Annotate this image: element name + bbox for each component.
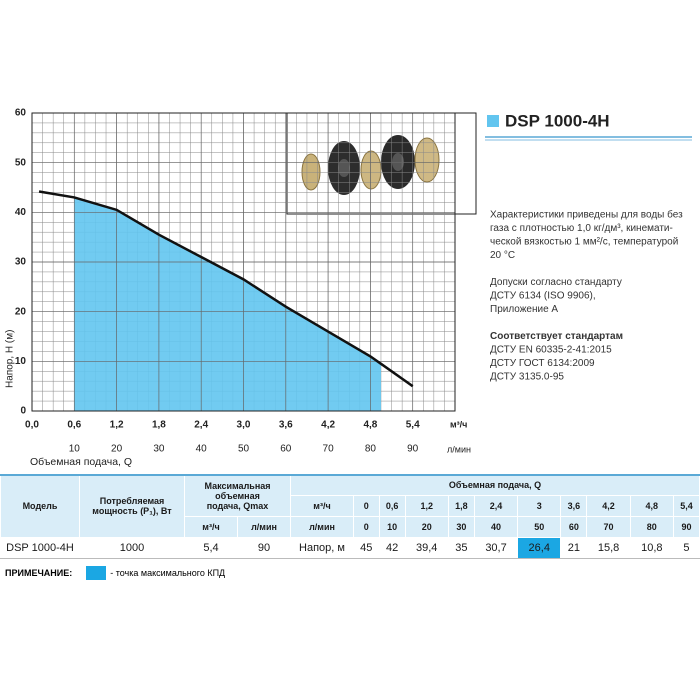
header-cell: 0 bbox=[353, 494, 380, 517]
x2-tick-label: 90 bbox=[407, 444, 419, 455]
cell: 26,4 bbox=[517, 536, 562, 559]
header-cell: 4,8 bbox=[629, 494, 674, 517]
header-cell: 5,4 bbox=[672, 494, 700, 517]
header-cell: 3,6 bbox=[560, 494, 588, 517]
x-tick-label: 1,8 bbox=[152, 420, 166, 431]
x2-tick-label: 40 bbox=[196, 444, 208, 455]
y-tick-label: 10 bbox=[15, 356, 27, 367]
cell: 42 bbox=[378, 536, 406, 559]
y-axis-label: Напор, Н (м) bbox=[5, 330, 16, 388]
x2-tick-label: 80 bbox=[365, 444, 377, 455]
cell: 39,4 bbox=[404, 536, 449, 559]
note-line: ДСТУ ГОСТ 6134:2009 bbox=[490, 358, 595, 369]
plot-frame bbox=[31, 112, 456, 412]
cell: 10,8 bbox=[629, 536, 674, 559]
header-cell: 60 bbox=[560, 515, 588, 538]
header-cell: 20 bbox=[404, 515, 449, 538]
x2-tick-label: 60 bbox=[280, 444, 292, 455]
y-tick-label: 20 bbox=[15, 306, 27, 317]
y-tick-label: 0 bbox=[20, 406, 26, 417]
note-line: Соответствует стандартам bbox=[490, 331, 623, 342]
footnote: ПРИМЕЧАНИЕ: - точка максимального КПД bbox=[5, 566, 225, 580]
x2-tick-label: 10 bbox=[69, 444, 81, 455]
note-line: Характеристики приведены для воды без bbox=[490, 209, 683, 221]
footnote-label: ПРИМЕЧАНИЕ: bbox=[5, 568, 73, 578]
header-cell: 3 bbox=[517, 494, 562, 517]
cell: 21 bbox=[560, 536, 588, 559]
header-cell: 2,4 bbox=[473, 494, 519, 517]
note-line: 20 °C bbox=[490, 250, 515, 261]
header-cell: Объемная подача, Q bbox=[290, 474, 700, 496]
header-cell: Потребляемая мощность (P₁), Вт bbox=[79, 474, 185, 538]
note-line: ДСТУ 3135.0-95 bbox=[490, 372, 564, 383]
x-tick-label: 4,8 bbox=[363, 420, 377, 431]
x-tick-label: 4,2 bbox=[321, 420, 335, 431]
efficiency-zone bbox=[74, 197, 381, 411]
photo bbox=[286, 112, 477, 215]
cell: 30,7 bbox=[473, 536, 519, 559]
note-line: газа с плотностью 1,0 кг/дм³, кинемати- bbox=[490, 223, 673, 234]
header-cell: 1,2 bbox=[404, 494, 449, 517]
x2-tick-label: 50 bbox=[238, 444, 250, 455]
y-tick-label: 40 bbox=[15, 207, 27, 218]
header-cell: 0 bbox=[353, 515, 380, 538]
header-cell: 1,8 bbox=[447, 494, 475, 517]
x-unit: м³/ч bbox=[450, 419, 467, 429]
x-tick-label: 1,2 bbox=[110, 420, 124, 431]
header-cell: Максимальная объемная подача, Qmax bbox=[184, 474, 291, 517]
cell: 1000 bbox=[79, 536, 185, 559]
header-cell: 40 bbox=[473, 515, 519, 538]
cell: 90 bbox=[237, 536, 291, 559]
chart: DSP 1000-4H Напор, Н (м) м³/ч л/мин Объе… bbox=[5, 108, 692, 468]
cell: DSP 1000-4H bbox=[0, 536, 80, 559]
product-title: DSP 1000-4H bbox=[505, 111, 610, 130]
cell: 15,8 bbox=[586, 536, 631, 559]
header-cell: 10 bbox=[378, 515, 406, 538]
x2-tick-label: 20 bbox=[111, 444, 123, 455]
note-line: ческой вязкостью 1 мм²/с, температурой bbox=[490, 237, 678, 248]
header-cell: 70 bbox=[586, 515, 631, 538]
note-line: ДСТУ 6134 (ISO 9906), bbox=[490, 291, 596, 302]
header-cell: м³/ч bbox=[184, 515, 238, 538]
header-cell: м³/ч bbox=[290, 494, 354, 517]
x-tick-label: 0,0 bbox=[25, 420, 39, 431]
cell: 35 bbox=[447, 536, 475, 559]
head-curve bbox=[38, 190, 414, 388]
y-tick-label: 30 bbox=[15, 257, 27, 268]
product-marker bbox=[487, 115, 499, 127]
header-cell: 90 bbox=[672, 515, 700, 538]
note-line: Приложение А bbox=[490, 304, 558, 315]
header-cell: Модель bbox=[0, 474, 80, 538]
x2-tick-label: 70 bbox=[323, 444, 335, 455]
x-tick-label: 0,6 bbox=[67, 420, 81, 431]
cell: 45 bbox=[353, 536, 380, 559]
x-tick-label: 3,0 bbox=[237, 420, 251, 431]
header-cell: л/мин bbox=[237, 515, 291, 538]
y-tick-label: 50 bbox=[15, 157, 27, 168]
x2-unit: л/мин bbox=[447, 444, 471, 454]
header-cell: 30 bbox=[447, 515, 475, 538]
spec-table: Модель Потребляемая мощность (P₁), Вт Ма… bbox=[0, 474, 700, 559]
note-line: ДСТУ EN 60335-2-41:2015 bbox=[490, 345, 612, 356]
header-cell: 80 bbox=[629, 515, 674, 538]
note-line: Допуски согласно стандарту bbox=[490, 277, 622, 288]
cell: 5 bbox=[672, 536, 700, 559]
header-cell: 4,2 bbox=[586, 494, 631, 517]
footnote-swatch bbox=[86, 566, 107, 580]
x-tick-label: 3,6 bbox=[279, 420, 293, 431]
header-cell: л/мин bbox=[290, 515, 354, 538]
footnote-text: - точка максимального КПД bbox=[110, 568, 226, 578]
header-cell: 0,6 bbox=[378, 494, 406, 517]
cell: 5,4 bbox=[184, 536, 238, 559]
x-tick-label: 2,4 bbox=[194, 420, 208, 431]
x-tick-label: 5,4 bbox=[406, 420, 420, 431]
cell: Напор, м bbox=[290, 536, 354, 559]
header-cell: 50 bbox=[517, 515, 562, 538]
x2-tick-label: 30 bbox=[153, 444, 165, 455]
x-axis-label: Объемная подача, Q bbox=[30, 456, 132, 468]
y-tick-label: 60 bbox=[15, 108, 27, 119]
